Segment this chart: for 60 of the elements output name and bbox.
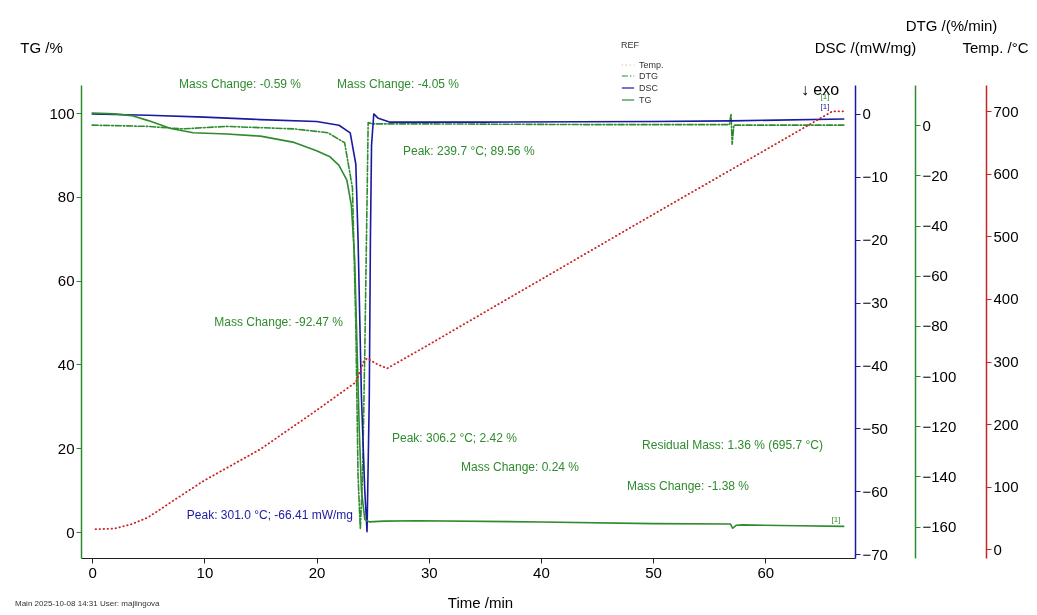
y2-tick-label: −20 xyxy=(862,231,888,249)
y-tick-label: 80 xyxy=(57,188,75,206)
text: Main 2025-10-08 14:31 User: majlingova xyxy=(15,599,161,608)
annotation: Peak: 301.0 °C; -66.41 mW/mg xyxy=(186,508,353,522)
y-tick-label: 600 xyxy=(993,165,1019,183)
annotation: Peak: 239.7 °C; 89.56 % xyxy=(403,144,535,158)
y3-tick-label: 0 xyxy=(922,116,931,134)
y3-tick-label: −140 xyxy=(922,467,957,485)
annotation: Mass Change: -1.38 % xyxy=(626,479,750,493)
annotation: Peak: 306.2 °C; 2.42 % xyxy=(392,431,518,445)
annotation: Mass Change: -4.05 % xyxy=(336,77,460,91)
y-tick-label: 200 xyxy=(993,415,1019,433)
y2-tick-label: −60 xyxy=(862,482,888,500)
y3-tick-label: −20 xyxy=(922,166,948,184)
y2-tick-label: 0 xyxy=(862,105,871,123)
y3-tick-label: −120 xyxy=(922,417,957,435)
annotation: Residual Mass: 1.36 % (695.7 °C) xyxy=(642,438,823,452)
y-tick-label: 400 xyxy=(993,290,1019,308)
x-tick-label: 30 xyxy=(420,563,438,581)
legend-label: DSC xyxy=(639,83,659,93)
x-tick-label: 50 xyxy=(645,563,662,581)
x-tick-label: 60 xyxy=(757,563,775,581)
y3-tick-label: −60 xyxy=(922,267,948,285)
y3-tick-label: −100 xyxy=(922,367,957,385)
y2-tick-label: −10 xyxy=(862,168,888,186)
y2-axis-title: DSC /(mW/mg) xyxy=(814,38,917,56)
annotation: [1] xyxy=(820,102,830,111)
y3-tick-label: −40 xyxy=(922,217,948,235)
annotation: Mass Change: -0.59 % xyxy=(178,77,302,91)
y-tick-label: 100 xyxy=(49,104,75,122)
y3-tick-label: −160 xyxy=(922,518,957,536)
x-tick-label: 0 xyxy=(88,563,97,581)
y3-axis-title: DTG /(%/min) xyxy=(905,16,998,34)
y2-tick-label: −50 xyxy=(862,419,888,437)
y-tick-label: 300 xyxy=(993,353,1019,371)
annotation: Mass Change: 0.24 % xyxy=(460,460,580,474)
y-tick-label: 700 xyxy=(993,102,1019,120)
annotation: Mass Change: -92.47 % xyxy=(214,315,344,329)
y-tick-label: 20 xyxy=(57,439,75,457)
y-tick-label: 40 xyxy=(57,355,75,373)
y-tick-label: 0 xyxy=(993,540,1002,558)
legend-label: Temp. xyxy=(639,60,664,70)
x-tick-label: 40 xyxy=(533,563,550,581)
y-tick-label: 0 xyxy=(66,523,75,541)
x-tick-label: 10 xyxy=(196,563,214,581)
y-axis-title: TG /% xyxy=(20,38,63,56)
y2-tick-label: −70 xyxy=(862,545,888,563)
legend-label: TG xyxy=(639,95,652,105)
x-tick-label: 20 xyxy=(308,563,326,581)
y3-tick-label: −80 xyxy=(922,317,948,335)
y2-tick-label: −30 xyxy=(862,294,888,312)
y2-tick-label: −40 xyxy=(862,357,888,375)
y-tick-label: 500 xyxy=(993,227,1019,245)
y-tick-label: 60 xyxy=(57,272,75,290)
y-tick-label: 100 xyxy=(993,478,1019,496)
y-axis-title: Temp. /°C xyxy=(962,38,1029,56)
legend-label: DTG xyxy=(639,71,658,81)
legend-title: REF xyxy=(621,40,640,50)
x-axis-title: Time /min xyxy=(447,593,514,611)
annotation: [1] xyxy=(831,515,841,524)
